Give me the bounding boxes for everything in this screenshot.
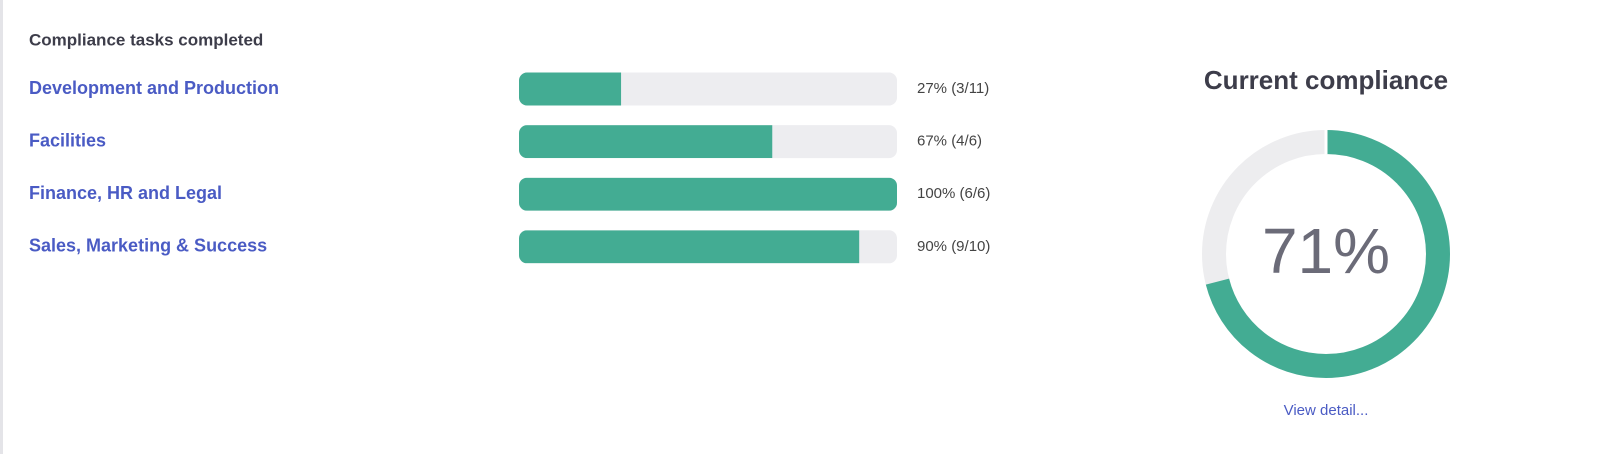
bar-label: 67% (4/6): [917, 133, 982, 150]
bar: [519, 125, 773, 159]
donut-title: Current compliance: [1204, 65, 1448, 95]
bar-label: 27% (3/11): [917, 80, 989, 97]
category-link[interactable]: Sales, Marketing & Success: [29, 236, 267, 256]
bar-label: 90% (9/10): [917, 238, 990, 255]
bar: [519, 230, 860, 264]
bar: [519, 177, 897, 211]
bar-label: 100% (6/6): [917, 185, 990, 202]
category-link[interactable]: Finance, HR and Legal: [29, 183, 222, 203]
left-border: [0, 0, 3, 454]
category-link[interactable]: Facilities: [29, 130, 106, 150]
section-title: Compliance tasks completed: [29, 30, 263, 49]
donut-center-label: 71%: [1262, 215, 1390, 287]
donut: 71%: [1202, 130, 1450, 378]
view-detail-link[interactable]: View detail...: [1284, 402, 1369, 419]
bar: [519, 72, 622, 106]
category-link[interactable]: Development and Production: [29, 78, 279, 98]
rows: Development and Production 27% (3/11) Faci…: [29, 72, 990, 264]
